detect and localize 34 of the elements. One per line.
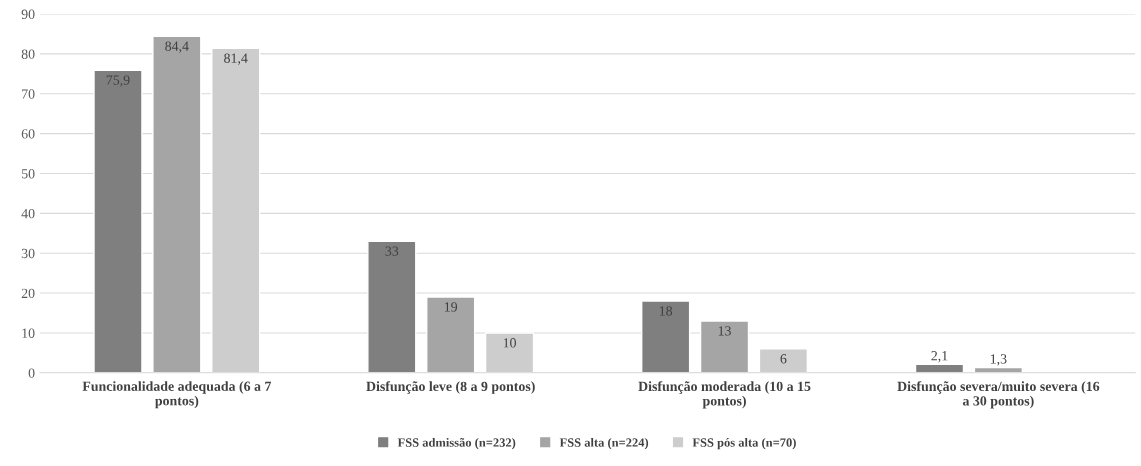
x-tick-label: Disfunção severa/muito severa (16 a 30 pontos) [897, 381, 1100, 409]
data-label: 33 [385, 246, 399, 256]
y-tick-label: 90 [21, 9, 35, 19]
data-label: 1,3 [990, 354, 1007, 366]
data-label: 84,4 [165, 41, 189, 53]
data-label: 18 [659, 306, 673, 316]
legend-label: FSS alta (n=224) [559, 437, 649, 450]
y-tick-label: 40 [21, 208, 35, 219]
legend-label: FSS pós alta (n=70) [692, 437, 796, 450]
y-tick-label: 10 [22, 328, 35, 338]
y-tick-label: 80 [21, 49, 35, 59]
y-tick-label: 60 [21, 129, 35, 139]
data-label: 19 [444, 302, 458, 312]
data-label: 13 [718, 326, 731, 336]
data-label: 81,4 [224, 53, 248, 65]
bar [93, 69, 143, 373]
y-tick-label: 20 [21, 288, 35, 299]
data-label: 2,1 [931, 351, 948, 363]
bar [641, 300, 691, 373]
y-tick-label: 30 [21, 248, 35, 259]
bar [426, 296, 476, 373]
bar [367, 240, 417, 373]
data-label: 10 [503, 338, 516, 348]
x-tick-label: Funcionalidade adequada (6 a 7 pontos) [82, 381, 272, 409]
x-tick-label: Disfunção leve (8 a 9 pontos) [366, 381, 535, 394]
legend-label: FSS admissão (n=232) [397, 437, 516, 450]
bar [699, 320, 750, 373]
y-tick-label: 0 [28, 368, 35, 378]
y-tick-label: 50 [21, 169, 35, 179]
data-label: 6 [780, 354, 787, 364]
data-label: 75,9 [106, 75, 130, 87]
y-tick-label: 70 [22, 89, 35, 99]
x-tick-label: Disfunção moderada (10 a 15 pontos) [638, 381, 811, 409]
bar [152, 35, 202, 373]
